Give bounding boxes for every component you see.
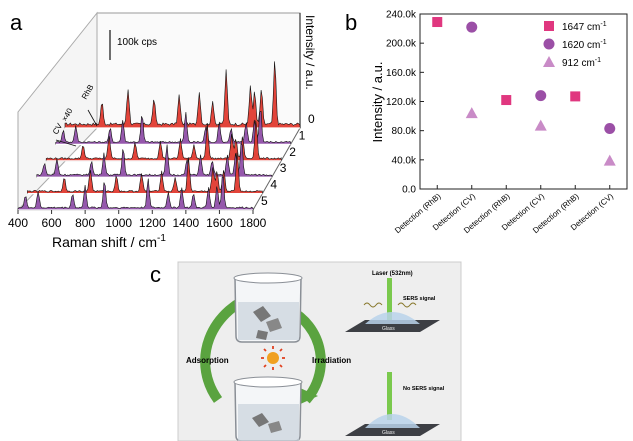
legend-marker	[543, 38, 555, 50]
no-sers-signal-label: No SERS signal	[403, 386, 445, 392]
data-point	[534, 119, 547, 131]
data-points	[432, 17, 616, 166]
legend-marker	[543, 56, 555, 67]
beaker-bottom	[233, 376, 303, 441]
glass-label-top: Glass	[382, 326, 395, 332]
laser-beam-top	[387, 278, 392, 328]
beaker-top	[233, 272, 303, 343]
y-tick-label: 240.0k	[386, 10, 417, 21]
droplet-bottom	[365, 414, 420, 428]
data-point	[465, 107, 478, 119]
y-tick-label: 40.0k	[392, 155, 417, 166]
scale-bar-label: 100k cps	[117, 37, 157, 48]
panel-c: c	[150, 261, 462, 441]
droplet-top	[365, 312, 420, 324]
data-point	[604, 122, 616, 134]
y-tick-label: 80.0k	[392, 126, 417, 137]
x-tick-label: 600	[42, 216, 62, 230]
laser-beam-bottom	[387, 372, 392, 420]
x-axis-label: Raman shift / cm-1	[52, 233, 166, 250]
y-tick-label: 0.0	[402, 185, 416, 196]
x-ticks: 400 600 800 1000 1200 1400 1600 1800	[8, 210, 267, 230]
signal-wave-right	[397, 302, 417, 308]
x-axis-label-sup: -1	[157, 233, 166, 244]
depth-label: 2	[289, 145, 296, 159]
sers-signal-label: SERS signal	[403, 296, 436, 302]
legend-label-sup: -1	[600, 21, 606, 28]
panel-a-label: a	[10, 10, 23, 35]
depth-label: 4	[270, 178, 277, 192]
legend-label: 1620 cm-1	[562, 39, 607, 51]
x-tick-label: 800	[75, 216, 95, 230]
spectrum-2	[45, 120, 282, 162]
x-tick-label: 1400	[173, 216, 200, 230]
legend-marker	[544, 21, 554, 31]
y-tick-label: 200.0k	[386, 39, 417, 50]
y-ticks: 0.0 40.0k 80.0k 120.0k 160.0k 200.0k 240.0k	[386, 10, 424, 196]
irradiation-label: Irradiation	[312, 356, 351, 365]
legend-label-sup: -1	[600, 39, 606, 46]
data-point	[603, 154, 616, 166]
arrow-rhb	[87, 109, 98, 127]
spectrum-4	[27, 152, 263, 194]
data-point	[570, 91, 581, 102]
x-tick-label: 1000	[105, 216, 132, 230]
z-axis-label: Intensity / a.u.	[303, 15, 317, 90]
adsorption-label: Adsorption	[186, 356, 229, 365]
panel-b-label: b	[345, 10, 357, 35]
y-tick-label: 160.0k	[386, 68, 417, 79]
legend-label: 912 cm-1	[562, 57, 601, 69]
signal-wave-left	[363, 302, 383, 308]
spectrum-0	[64, 61, 301, 129]
panel-c-label: c	[150, 262, 161, 287]
legend-label-sup: -1	[595, 57, 601, 64]
sers-inactive-schematic: No SERS signal Glass	[345, 372, 445, 436]
depth-label: 3	[280, 161, 287, 175]
x-axis-label-text: Raman shift / cm	[52, 234, 157, 250]
legend-label: 1647 cm-1	[562, 21, 607, 33]
panel-b: b Intensity / a.u. 0.0 40.0k 80.0k 120.0k 16…	[345, 10, 628, 235]
data-point	[535, 90, 547, 102]
data-point	[432, 17, 443, 28]
sun-icon	[261, 346, 285, 370]
sers-active-schematic: Laser (532nm) SERS signal Glass	[345, 271, 440, 332]
x-tick-label: 400	[8, 216, 28, 230]
laser-label: Laser (532nm)	[372, 271, 413, 277]
y-tick-label: 120.0k	[386, 97, 417, 108]
depth-label: 0	[308, 112, 315, 126]
depth-axis-line	[252, 127, 301, 211]
data-point	[466, 21, 478, 33]
data-point	[501, 95, 512, 106]
side-wall	[17, 11, 98, 212]
x-tick-label: 1600	[206, 216, 233, 230]
spectra-stack	[17, 61, 301, 211]
x-tick-label: 1200	[139, 216, 166, 230]
depth-label: 5	[261, 194, 268, 208]
glass-label-bottom: Glass	[382, 430, 395, 436]
legend: 1647 cm-1 1620 cm-1 912 cm-1	[543, 21, 607, 69]
y-axis-label: Intensity / a.u.	[370, 62, 385, 143]
x-tick-label: 1800	[240, 216, 267, 230]
spectrum-5	[17, 176, 254, 211]
x-categories: Detection (RhB)Detection (CV)Detection (…	[393, 185, 615, 235]
arrow-cv	[55, 139, 77, 147]
depth-label: 1	[299, 128, 306, 142]
